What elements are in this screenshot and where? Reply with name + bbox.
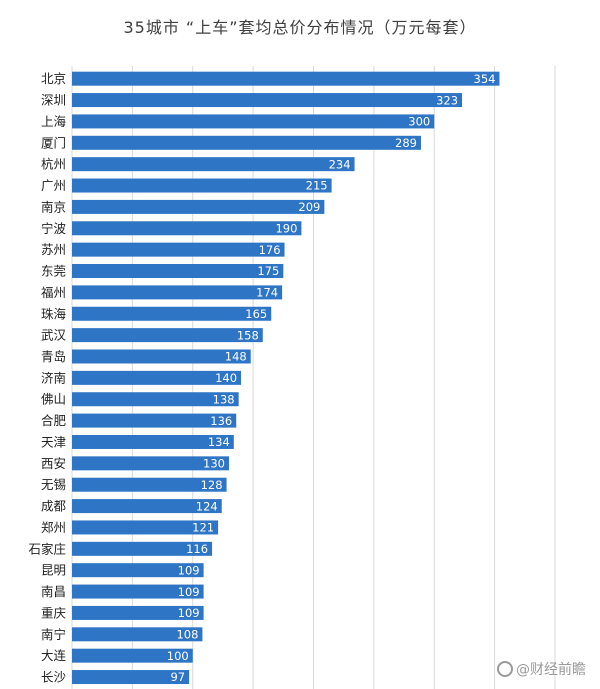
bar [72,563,204,578]
category-label: 石家庄 [28,541,66,556]
value-label: 176 [259,243,281,257]
bar [72,349,251,364]
category-label: 昆明 [41,563,66,578]
category-label: 无锡 [41,477,66,492]
bars [72,71,500,685]
value-label: 165 [245,307,267,321]
value-label: 158 [237,328,259,342]
bar [72,520,219,535]
category-label: 天津 [41,434,66,449]
value-label: 136 [210,414,232,428]
category-label: 成都 [41,499,67,514]
bar [72,541,213,556]
value-label: 134 [208,435,230,449]
value-label: 128 [201,478,223,492]
category-label: 广州 [41,178,66,193]
bar [72,285,283,300]
bar [72,413,237,428]
value-label: 289 [395,136,417,150]
value-label: 100 [167,649,189,663]
bar [72,648,193,663]
value-label: 97 [170,670,185,684]
bar [72,264,284,279]
value-label: 121 [192,521,214,535]
category-label: 青岛 [41,349,66,364]
category-label: 郑州 [41,520,66,535]
bar [72,627,203,642]
bar [72,114,435,129]
bar [72,199,325,214]
category-label: 上海 [41,114,67,129]
category-label: 南昌 [41,584,66,599]
bar [72,135,421,150]
value-label: 109 [178,606,200,620]
category-label: 合肥 [41,413,67,428]
category-label: 厦门 [41,135,66,150]
chart-title: 35城市 “上车”套均总价分布情况（万元每套） [123,18,477,37]
bar [72,370,242,385]
bar [72,178,332,193]
bar [72,157,355,172]
value-label: 130 [203,457,225,471]
value-label: 175 [257,264,279,278]
category-label: 重庆 [41,605,67,620]
category-label: 北京 [41,71,66,86]
bar [72,328,263,343]
chat-bubble-icon [497,661,513,677]
category-label: 苏州 [41,242,66,257]
value-label: 124 [196,499,218,513]
category-label: 佛山 [41,392,66,407]
category-label: 西安 [41,456,66,471]
category-label: 济南 [41,370,66,385]
bar [72,71,500,86]
value-label: 215 [306,179,328,193]
category-label: 南京 [41,199,66,214]
value-label: 116 [186,542,208,556]
value-label: 323 [436,93,458,107]
value-label: 300 [408,115,430,129]
bar [72,242,285,257]
value-label: 138 [213,392,235,406]
category-label: 东莞 [41,264,66,279]
category-label: 南宁 [41,627,66,642]
bar [72,670,190,685]
category-label: 深圳 [41,93,66,108]
category-label: 杭州 [41,157,66,172]
value-label: 190 [275,221,297,235]
value-label: 108 [176,628,198,642]
bar [72,392,239,407]
watermark: @财经前瞻 [497,659,586,679]
value-label: 148 [225,350,247,364]
bar [72,499,222,514]
value-label: 209 [298,200,320,214]
watermark-text: @财经前瞻 [516,662,586,678]
labels: 北京 354 深圳 323 上海 300 厦门 289 杭州 234 广州 215 南京 209 宁波 190… [28,71,495,684]
bar [72,221,302,236]
category-label: 珠海 [41,306,67,321]
category-label: 福州 [41,285,66,300]
value-label: 140 [215,371,237,385]
bar [72,456,229,471]
bar [72,584,204,599]
bar [72,306,272,321]
value-label: 354 [474,72,496,86]
bar [72,93,463,108]
value-label: 234 [329,157,351,171]
category-label: 大连 [41,648,67,663]
value-label: 109 [178,585,200,599]
category-label: 宁波 [41,221,67,236]
value-label: 109 [178,563,200,577]
category-label: 长沙 [41,670,67,685]
bar [72,434,234,449]
category-label: 武汉 [41,328,67,343]
bar [72,605,204,620]
bar [72,477,227,492]
value-label: 174 [256,286,278,300]
